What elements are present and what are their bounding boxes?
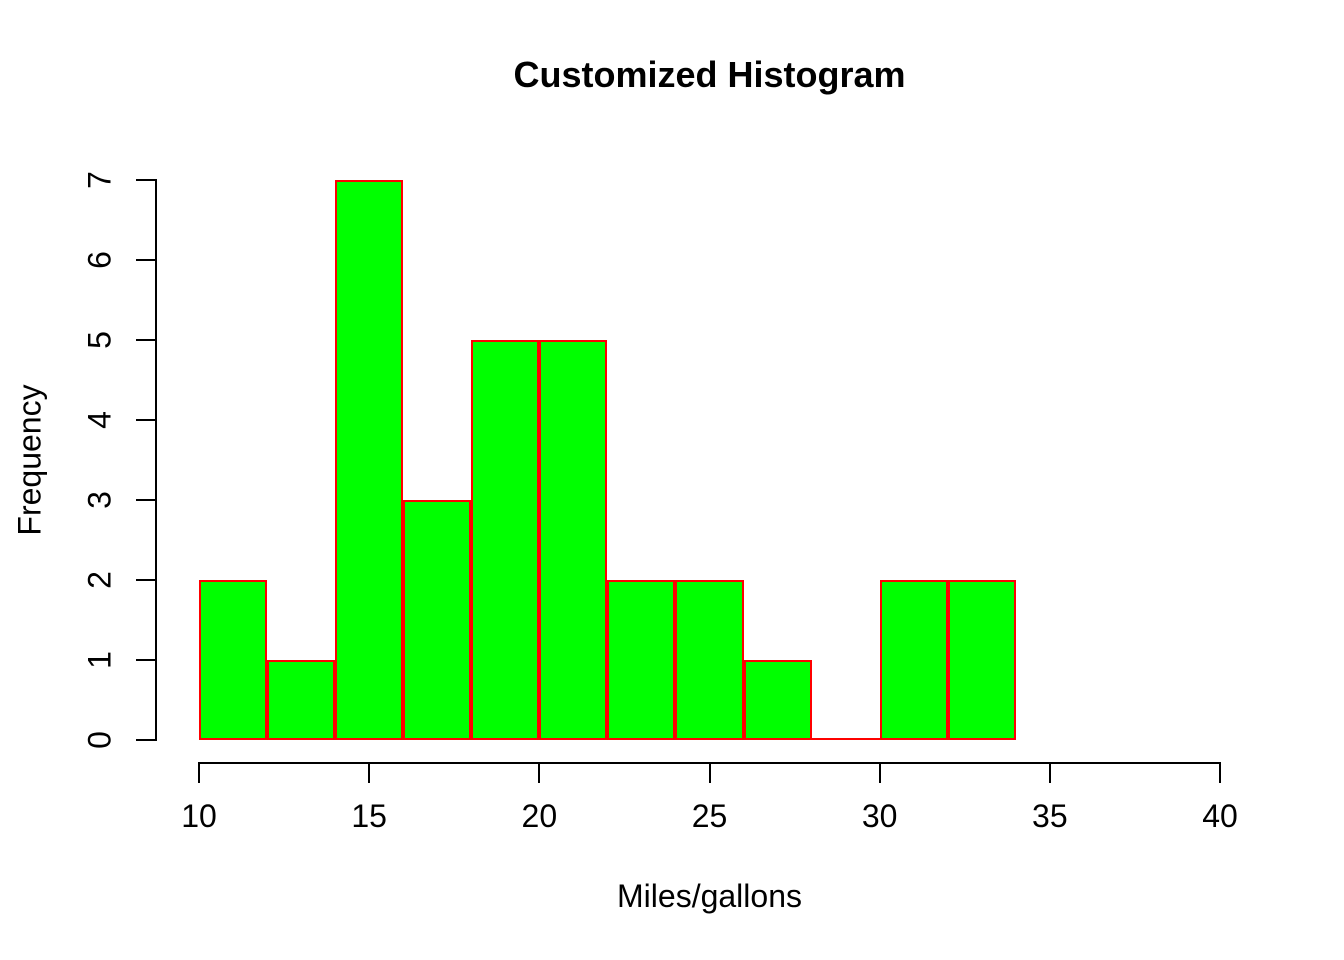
x-tick-label: 10 — [181, 798, 217, 834]
chart-title: Customized Histogram — [513, 54, 906, 95]
histogram-bar — [267, 660, 336, 740]
histogram-bar — [743, 660, 812, 740]
histogram-bar — [471, 340, 540, 740]
histogram-bar — [947, 580, 1016, 740]
x-tick-label: 25 — [691, 798, 728, 834]
x-tick-label: 15 — [351, 798, 387, 834]
y-tick — [136, 419, 155, 421]
x-tick — [198, 764, 200, 783]
y-tick-label: 1 — [81, 651, 118, 669]
y-tick — [136, 499, 155, 501]
y-axis-line — [155, 179, 157, 741]
y-axis-label: Frequency — [11, 384, 48, 536]
y-tick — [136, 659, 155, 661]
y-tick — [136, 179, 155, 181]
y-tick — [136, 739, 155, 741]
histogram-bar — [335, 180, 404, 740]
y-tick-label: 6 — [81, 251, 118, 269]
histogram-bar — [607, 580, 676, 740]
x-tick-label: 40 — [1202, 798, 1238, 834]
y-tick-label: 5 — [81, 331, 118, 349]
y-tick — [136, 579, 155, 581]
y-tick — [136, 259, 155, 261]
y-tick — [136, 339, 155, 341]
x-axis-line — [198, 762, 1221, 764]
y-tick-label: 2 — [81, 571, 118, 589]
x-tick — [1048, 764, 1051, 783]
y-tick-label: 3 — [81, 491, 118, 509]
x-tick — [878, 764, 881, 783]
histogram-bar — [879, 580, 948, 740]
x-axis-label: Miles/gallons — [617, 878, 802, 914]
histogram-bar — [675, 580, 744, 740]
x-tick-label: 30 — [861, 798, 898, 834]
y-tick-label: 4 — [81, 411, 118, 429]
y-tick-label: 7 — [81, 171, 118, 189]
y-tick-label: 0 — [81, 731, 118, 749]
x-tick — [368, 764, 371, 783]
x-tick — [708, 764, 711, 783]
histogram-bar — [199, 580, 268, 740]
x-tick-label: 35 — [1032, 798, 1068, 834]
x-tick-label: 20 — [521, 798, 558, 834]
x-tick — [1219, 764, 1221, 783]
x-tick — [538, 764, 541, 783]
histogram-bar — [539, 340, 608, 740]
histogram-bar — [403, 500, 472, 740]
